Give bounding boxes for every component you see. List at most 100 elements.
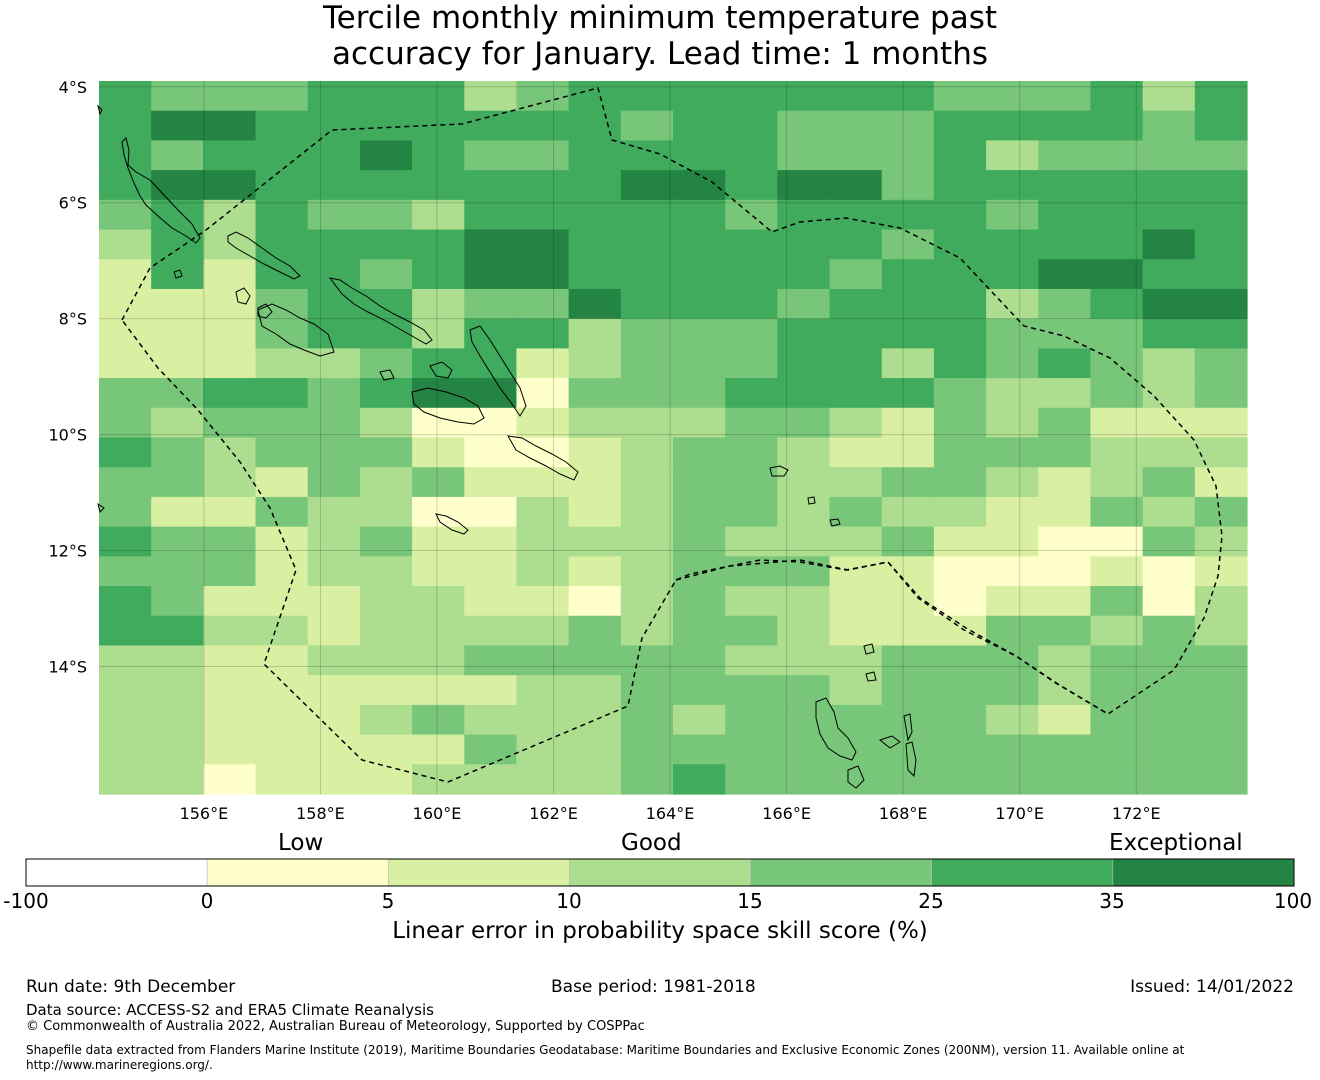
grid-cell xyxy=(620,259,674,290)
grid-cell xyxy=(412,586,465,617)
grid-cell xyxy=(359,81,413,112)
grid-cell xyxy=(777,615,831,647)
grid-cell xyxy=(986,764,1039,795)
grid-cell xyxy=(568,526,622,557)
grid-cell xyxy=(881,140,935,171)
grid-cell xyxy=(99,467,152,498)
grid-cell xyxy=(881,586,935,617)
grid-cell xyxy=(412,467,465,498)
grid-cell xyxy=(307,437,361,468)
grid-cell xyxy=(1090,556,1144,587)
grid-cell xyxy=(203,81,257,112)
grid-cell xyxy=(881,526,935,557)
grid-cell xyxy=(777,675,831,706)
grid-cell xyxy=(881,318,935,349)
grid-cell xyxy=(986,229,1039,260)
grid-cell xyxy=(1038,81,1092,112)
lon-tick-label: 164°E xyxy=(646,804,695,823)
grid-cell xyxy=(359,378,413,409)
grid-cell xyxy=(1090,704,1144,736)
grid-cell xyxy=(568,437,622,468)
lon-tick-label: 158°E xyxy=(296,804,345,823)
grid-cell xyxy=(412,556,465,587)
grid-cell xyxy=(673,496,726,528)
grid-cell xyxy=(307,764,361,795)
island-maewo xyxy=(903,713,913,742)
grid-cell xyxy=(1194,764,1248,795)
grid-cell xyxy=(255,496,309,528)
grid-cell xyxy=(412,140,465,171)
grid-cell xyxy=(464,734,518,765)
grid-cell xyxy=(464,199,518,231)
island-new-georgia xyxy=(257,303,335,357)
grid-cell xyxy=(307,140,361,171)
grid-cell xyxy=(829,615,883,647)
lat-tick-label: 8°S xyxy=(59,310,87,329)
grid-cell xyxy=(516,407,570,439)
grid-cell xyxy=(933,170,987,201)
grid-cell xyxy=(516,170,570,201)
grid-cell xyxy=(620,526,674,557)
grid-cell xyxy=(568,348,622,379)
grid-cell xyxy=(1090,81,1144,112)
grid-cell xyxy=(881,81,935,112)
grid-cell xyxy=(1194,704,1248,736)
grid-cell xyxy=(203,407,257,439)
colorbar-swatch xyxy=(750,858,933,887)
grid-cell xyxy=(829,199,883,231)
grid-cell xyxy=(151,110,204,142)
grid-cell xyxy=(620,170,674,201)
grid-cell xyxy=(829,734,883,765)
grid-cell xyxy=(933,734,987,765)
grid-cell xyxy=(829,348,883,379)
grid-cell xyxy=(933,378,987,409)
grid-cell xyxy=(933,467,987,498)
grid-cell xyxy=(673,586,726,617)
grid-cell xyxy=(516,615,570,647)
island-small-left xyxy=(97,104,103,116)
grid-cell xyxy=(986,467,1039,498)
grid-cell xyxy=(1194,140,1248,171)
grid-cell xyxy=(933,526,987,557)
island-malekula xyxy=(847,765,865,789)
grid-cell xyxy=(673,259,726,290)
grid-cell xyxy=(359,110,413,142)
grid-cell xyxy=(307,378,361,409)
grid-cell xyxy=(516,556,570,587)
grid-cell xyxy=(777,496,831,528)
grid-cell xyxy=(203,586,257,617)
grid-cell xyxy=(1090,229,1144,260)
grid-cell xyxy=(203,526,257,557)
grid-cell xyxy=(986,586,1039,617)
grid-cell xyxy=(1142,140,1196,171)
grid-cell xyxy=(99,378,152,409)
colorbar-category-good: Good xyxy=(621,830,682,856)
grid-cell xyxy=(777,526,831,557)
grid-cell xyxy=(725,764,778,795)
grid-cell xyxy=(620,496,674,528)
grid-cell xyxy=(464,437,518,468)
grid-cell xyxy=(673,378,726,409)
grid-cell xyxy=(933,407,987,439)
grid-cell xyxy=(1194,556,1248,587)
grid-cell xyxy=(620,407,674,439)
grid-cell xyxy=(725,348,778,379)
grid-cell xyxy=(829,378,883,409)
colorbar-tick: 35 xyxy=(1099,889,1125,913)
grid-cell xyxy=(777,378,831,409)
grid-cell xyxy=(829,496,883,528)
grid-cell xyxy=(412,764,465,795)
grid-cell xyxy=(986,378,1039,409)
grid-cell xyxy=(99,81,152,112)
grid-cell xyxy=(568,734,622,765)
grid-cell xyxy=(255,734,309,765)
grid-cell xyxy=(1038,348,1092,379)
grid-cell xyxy=(725,318,778,349)
grid-cell xyxy=(1142,496,1196,528)
grid-cell xyxy=(516,467,570,498)
grid-cell xyxy=(933,318,987,349)
grid-cell xyxy=(359,615,413,647)
grid-cell xyxy=(620,645,674,676)
grid-cell xyxy=(725,615,778,647)
grid-cell xyxy=(1038,496,1092,528)
